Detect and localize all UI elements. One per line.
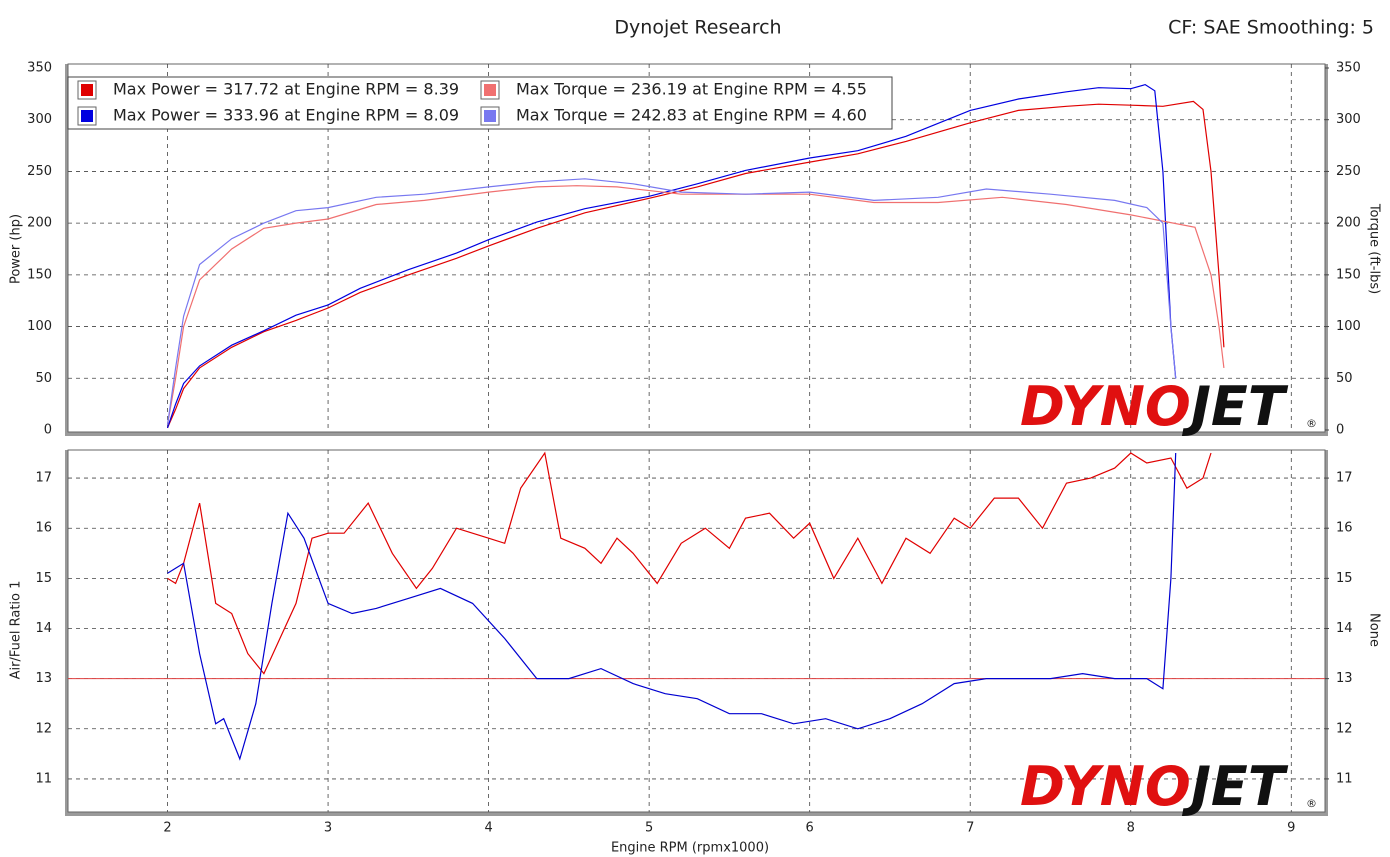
logo-part: DYNO [1020, 755, 1191, 818]
y2-tick-label: 100 [1336, 319, 1361, 334]
data-line [166, 83, 1177, 429]
x-axis-label: Engine RPM (rpmx1000) [611, 841, 769, 856]
y2-axis-label: Torque (ft-lbs) [1367, 203, 1382, 294]
legend-swatch-fill [484, 84, 496, 96]
chart-title: Dynojet Research [614, 17, 781, 39]
logo-part: JET [1182, 755, 1289, 818]
data-line [167, 452, 1177, 761]
y-tick-label: 300 [27, 112, 52, 127]
y2-tick-label: 13 [1336, 671, 1353, 686]
y2-tick-label: 11 [1336, 771, 1353, 786]
y-tick-label: 250 [27, 164, 52, 179]
x-tick-label: 8 [1127, 821, 1135, 836]
plot-area [67, 449, 1326, 813]
x-tick-label: 3 [324, 821, 332, 836]
y-tick-label: 14 [35, 621, 52, 636]
x-tick-label: 6 [806, 821, 814, 836]
logo-mark: ® [1306, 417, 1317, 430]
y2-tick-label: 0 [1336, 423, 1344, 438]
y-tick-label: 350 [27, 61, 52, 76]
y-tick-label: 200 [27, 216, 52, 231]
y2-tick-label: 200 [1336, 216, 1361, 231]
y2-tick-label: 12 [1336, 721, 1353, 736]
x-tick-label: 5 [645, 821, 653, 836]
y-tick-label: 11 [35, 771, 52, 786]
logo-part: DYNO [1020, 375, 1191, 438]
logo: DYNOJET [1020, 755, 1289, 818]
y2-tick-label: 50 [1336, 371, 1353, 386]
y2-tick-label: 17 [1336, 471, 1353, 486]
y-tick-label: 13 [35, 671, 52, 686]
legend-label: Max Torque = 236.19 at Engine RPM = 4.55 [516, 80, 867, 99]
data-line [167, 451, 1212, 675]
data-line [166, 185, 1225, 425]
logo-mark: ® [1306, 797, 1317, 810]
y2-tick-label: 16 [1336, 521, 1353, 536]
y2-tick-label: 14 [1336, 621, 1353, 636]
chart-subtitle: CF: SAE Smoothing: 5 [1168, 17, 1374, 39]
y-tick-label: 12 [35, 721, 52, 736]
y-tick-label: 50 [35, 371, 52, 386]
y2-tick-label: 350 [1336, 61, 1361, 76]
x-tick-label: 4 [484, 821, 492, 836]
logo: DYNOJET [1020, 375, 1289, 438]
legend-swatch-fill [484, 110, 496, 122]
legend-label: Max Torque = 242.83 at Engine RPM = 4.60 [516, 106, 867, 125]
y-tick-label: 0 [44, 423, 52, 438]
y-tick-label: 17 [35, 471, 52, 486]
x-tick-label: 7 [966, 821, 974, 836]
y2-tick-label: 150 [1336, 267, 1361, 282]
data-line [166, 178, 1177, 425]
y-tick-label: 100 [27, 319, 52, 334]
legend-label: Max Power = 333.96 at Engine RPM = 8.09 [113, 106, 459, 125]
legend-box [67, 76, 893, 130]
data-line [166, 100, 1225, 429]
y-tick-label: 150 [27, 267, 52, 282]
y2-tick-label: 250 [1336, 164, 1361, 179]
x-tick-label: 2 [163, 821, 171, 836]
x-tick-label: 9 [1287, 821, 1295, 836]
y-tick-label: 15 [35, 571, 52, 586]
y2-tick-label: 15 [1336, 571, 1353, 586]
legend-swatch-fill [81, 110, 93, 122]
y2-axis-label: None [1367, 613, 1382, 647]
y-tick-label: 16 [35, 521, 52, 536]
y2-tick-label: 300 [1336, 112, 1361, 127]
y-axis-label: Air/Fuel Ratio 1 [9, 581, 24, 680]
legend-swatch-fill [81, 84, 93, 96]
y-axis-label: Power (hp) [9, 214, 24, 284]
logo-part: JET [1182, 375, 1289, 438]
legend-label: Max Power = 317.72 at Engine RPM = 8.39 [113, 80, 459, 99]
